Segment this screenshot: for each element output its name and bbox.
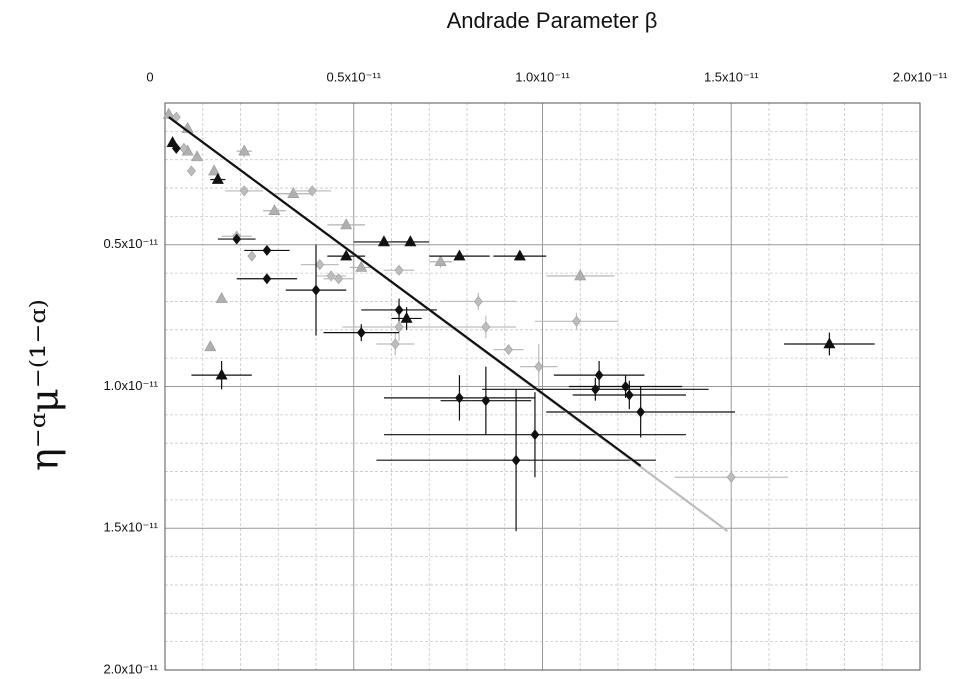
diamond-marker <box>262 244 272 256</box>
diamond-marker <box>262 273 272 285</box>
triangle-marker <box>340 218 353 230</box>
triangle-marker <box>453 249 466 261</box>
diamond-marker <box>473 295 483 307</box>
diamond-marker <box>726 471 736 483</box>
x-tick-label: 0.5x10⁻¹¹ <box>326 69 381 84</box>
triangle-marker <box>238 144 251 156</box>
diamond-marker <box>356 327 366 339</box>
chart-title: Andrade Parameter β <box>447 8 658 33</box>
x-tick-label: 0 <box>146 69 153 84</box>
triangle-marker <box>268 204 281 216</box>
y-tick-label: 1.5x10⁻¹¹ <box>103 520 158 535</box>
diamond-marker <box>590 383 600 395</box>
diamond-marker <box>179 142 189 154</box>
x-tick-label: 2.0x10⁻¹¹ <box>893 69 948 84</box>
diamond-marker <box>636 406 646 418</box>
y-axis-label: η⁻ᵅμ⁻⁽¹⁻ᵅ⁾ <box>23 299 67 471</box>
diamond-marker <box>572 315 581 327</box>
triangle-marker <box>823 337 836 349</box>
triangle-marker <box>400 311 413 323</box>
fit-line <box>168 116 642 467</box>
diamond-marker <box>504 344 513 356</box>
diamond-marker <box>455 392 464 404</box>
x-tick-label: 1.5x10⁻¹¹ <box>704 69 759 84</box>
y-tick-label: 0.5x10⁻¹¹ <box>103 236 158 251</box>
triangle-marker <box>204 340 217 352</box>
diamond-marker <box>315 259 325 271</box>
y-tick-label: 1.0x10⁻¹¹ <box>103 378 158 393</box>
triangle-marker <box>404 235 417 247</box>
diamond-marker <box>232 233 242 245</box>
diamond-marker <box>481 395 491 407</box>
triangle-marker <box>215 291 228 303</box>
triangle-marker <box>355 260 368 272</box>
triangle-marker <box>340 249 353 261</box>
diamond-marker <box>594 369 604 381</box>
diamond-marker <box>334 273 344 285</box>
diamond-marker <box>326 270 336 282</box>
diamond-marker <box>239 185 249 197</box>
diamond-marker <box>481 321 491 333</box>
triangle-marker <box>166 136 179 147</box>
diamond-marker <box>187 165 196 177</box>
diamond-marker <box>307 185 317 197</box>
triangle-marker <box>574 269 587 281</box>
diamond-marker <box>311 284 321 296</box>
diamond-marker <box>394 321 404 333</box>
triangle-marker <box>513 249 526 261</box>
diamond-marker <box>530 429 540 441</box>
diamond-marker <box>394 264 404 276</box>
plot-frame <box>164 102 921 671</box>
y-tick-label: 2.0x10⁻¹¹ <box>103 661 158 676</box>
diamond-marker <box>534 361 544 373</box>
triangle-marker <box>215 368 228 380</box>
x-tick-label: 1.0x10⁻¹¹ <box>515 69 570 84</box>
triangle-marker <box>377 235 390 247</box>
diamond-marker <box>624 389 634 401</box>
diamond-marker <box>247 250 257 262</box>
triangle-marker <box>434 255 447 267</box>
diamond-marker <box>390 338 400 350</box>
diamond-marker <box>621 381 630 392</box>
triangle-marker <box>191 150 204 162</box>
triangle-marker <box>208 164 221 176</box>
diamond-marker <box>511 454 521 466</box>
triangle-marker <box>211 172 224 184</box>
triangle-marker <box>287 187 300 199</box>
diamond-marker <box>394 304 404 316</box>
